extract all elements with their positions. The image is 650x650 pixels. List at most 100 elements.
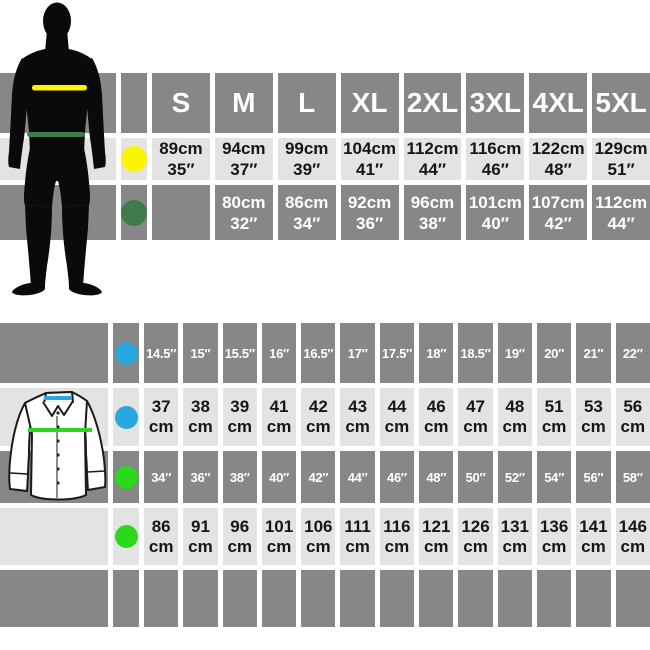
chest-cm-cell: 106 cm [301,508,336,565]
collar-measure-line [44,396,72,400]
chest-cm-value: 146 [618,516,647,536]
waist-in-value: 44″ [607,213,635,233]
collar-cm-cell: 46 cm [419,388,454,446]
spacer-cell [615,570,650,627]
chest-in-value: 37″ [230,160,258,179]
chest-cm-cell: 96 cm [222,508,257,565]
collar-in-cell: 22″ [615,323,650,383]
chest-cm-cell: 136 cm [536,508,572,565]
waist-cm-value: 96cm [410,192,455,212]
chest-in-cell: 36″ [183,451,218,503]
chest-in-cell: 44″ [340,451,375,503]
unit-label: cm [266,417,292,436]
unit-label: cm [541,536,567,556]
collar-cm-cell: 53 cm [576,388,611,446]
chest-marker-cell [121,138,147,180]
chest-marker-icon [114,465,138,489]
spacer-cell [0,508,108,565]
chest-in-cell: 46″ [379,451,415,503]
unit-label: cm [620,417,646,436]
collar-cm-value: 51 [544,397,564,416]
collar-in-cell: 18″ [419,323,454,383]
collar-in-cell: 18.5″ [458,323,493,383]
chest-size-cell: 122cm 48″ [529,138,588,180]
collar-cm-value: 53 [583,397,603,416]
chest-cm-value: 131 [500,516,529,536]
waist-marker-icon [121,199,147,226]
size-header-s: S [152,73,210,133]
collar-cm-value: 39 [230,397,250,416]
unit-label: cm [502,536,528,556]
collar-cm-cell: 51 cm [536,388,572,446]
waist-in-value: 36″ [356,213,384,233]
unit-label: cm [463,417,488,436]
chest-cm-value: 101 [264,516,294,536]
chest-cm-value: 91 [190,516,210,536]
chest-cm-value: 112cm [406,139,459,158]
unit-label: cm [227,536,253,556]
chest-cm-value: 122cm [531,139,585,158]
waist-size-cell: 101cm 40″ [466,185,525,240]
chest-in-value: 39″ [293,160,321,179]
chest-in-value: 46″ [481,160,509,179]
unit-label: cm [266,536,292,556]
chest-in-value: 41″ [356,160,384,179]
spacer-cell [113,570,139,627]
chest-cm-cell: 91 cm [183,508,218,565]
waist-cm-value: 112cm [595,192,648,212]
chest-cm-value: 141 [579,516,608,536]
collar-marker-cell [113,323,139,383]
chest-in-cell: 38″ [222,451,257,503]
collar-in-cell: 15.5″ [222,323,257,383]
collar-cm-cell: 47 cm [458,388,493,446]
collar-cm-cell: 42 cm [301,388,336,446]
waist-size-cell [152,185,210,240]
collar-in-cell: 20″ [536,323,572,383]
chest-in-cell: 42″ [301,451,336,503]
chest-in-cell: 34″ [144,451,179,503]
collar-marker-cell [113,388,139,446]
spacer-cell [144,570,179,627]
unit-label: cm [148,536,174,556]
chest-measure-line [28,428,92,432]
chest-cm-value: 89cm [159,139,203,158]
chest-cm-cell: 116 cm [379,508,415,565]
chest-marker-icon [121,146,147,172]
chest-cm-value: 99cm [284,139,329,158]
collar-cm-value: 46 [426,397,446,416]
unit-label: cm [306,536,331,556]
unit-label: cm [502,417,528,436]
marker-column-header-cell [121,73,147,133]
chest-size-cell: 89cm 35″ [152,138,210,180]
collar-cm-cell: 44 cm [379,388,415,446]
collar-cm-cell: 48 cm [497,388,532,446]
waist-size-cell: 107cm 42″ [529,185,588,240]
waist-size-cell: 86cm 34″ [277,185,336,240]
unit-label: cm [620,536,646,556]
waist-size-cell: 92cm 36″ [340,185,399,240]
waist-size-cell: 112cm 44″ [592,185,650,240]
chest-cm-value: 126 [461,516,490,536]
collar-in-cell: 16.5″ [301,323,336,383]
unit-label: cm [423,417,449,436]
spacer-cell [0,185,116,240]
unit-label: cm [384,417,410,436]
collar-cm-value: 44 [387,397,407,416]
chest-cm-value: 129cm [594,139,648,158]
chest-cm-value: 104cm [343,139,397,158]
waist-in-value: 40″ [481,213,509,233]
chest-cm-value: 96 [230,516,250,536]
spacer-cell [0,323,108,383]
shirt-buttons [56,411,60,485]
chest-cm-value: 111 [344,516,371,536]
collar-cm-value: 43 [348,397,368,416]
chest-size-cell: 129cm 51″ [592,138,650,180]
spacer-cell [183,570,218,627]
chest-cm-value: 121 [422,516,451,536]
chest-cm-value: 86 [151,516,171,536]
collar-cm-value: 56 [623,397,643,416]
chest-in-value: 48″ [544,160,572,179]
collar-cm-cell: 39 cm [222,388,257,446]
waist-cm-value: 86cm [284,192,329,212]
